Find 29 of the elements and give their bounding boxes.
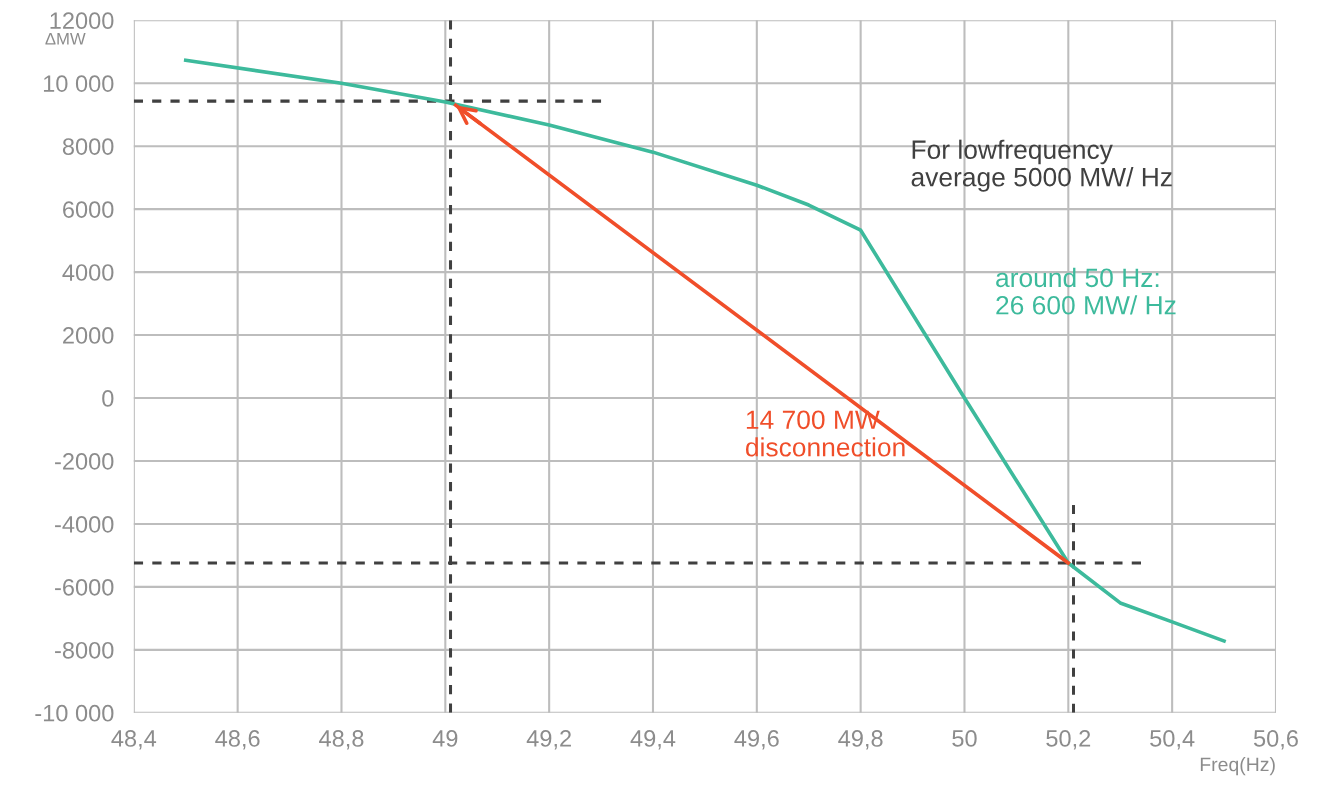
y-tick-label: -8000	[55, 641, 114, 659]
x-tick-label: 48,8	[319, 730, 364, 750]
x-axis-title: Freq(Hz)	[1200, 757, 1275, 776]
x-tick-label: 49	[432, 730, 458, 747]
y-tick-label: -10 000	[35, 704, 114, 722]
y-tick-label: 2000	[63, 327, 114, 344]
x-tick-label: 50,6	[1253, 730, 1298, 750]
y-tick-label: -4000	[55, 515, 114, 533]
y-tick-label: 10 000	[43, 75, 114, 92]
annotation: around 50 Hz: 26 600 MW/ Hz	[996, 267, 1176, 315]
annotation: For lowfrequency average 5000 MW/ Hz	[911, 139, 1172, 192]
y-tick-label: 0	[102, 390, 114, 407]
y-tick-label: 6000	[63, 201, 114, 218]
x-tick-label: 50,4	[1150, 730, 1195, 750]
x-tick-label: 50,2	[1046, 730, 1091, 750]
x-tick-label: 49,4	[630, 730, 676, 750]
y-tick-label: -2000	[55, 453, 114, 470]
y-tick-label: 12000	[50, 12, 114, 30]
x-tick-label: 48,6	[215, 730, 260, 750]
y-tick-label: 8000	[62, 138, 114, 155]
x-tick-label: 48,4	[111, 730, 157, 750]
y-tick-label: 4000	[62, 264, 114, 281]
y-tick-label: -6000	[55, 578, 114, 596]
x-tick-label: 50	[952, 730, 977, 747]
x-tick-label: 49,8	[838, 730, 883, 750]
y-axis-title: ΔMW	[45, 33, 86, 45]
line-series	[183, 58, 1226, 643]
x-tick-label: 49,6	[734, 730, 779, 750]
x-tick-label: 49,2	[526, 730, 571, 750]
